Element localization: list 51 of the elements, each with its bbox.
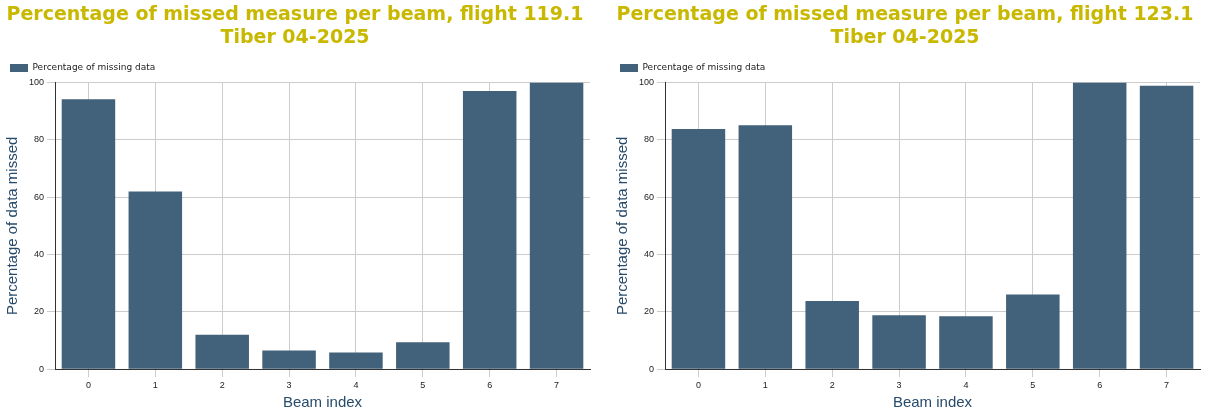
y-tick-label: 80 — [34, 134, 45, 145]
x-tick-label: 1 — [152, 380, 158, 391]
y-tick-label: 0 — [649, 363, 655, 374]
x-tick-label: 2 — [219, 380, 225, 391]
x-axis-title: Beam index — [892, 393, 973, 411]
x-tick-label: 4 — [963, 380, 969, 391]
bar — [61, 99, 116, 369]
x-tick-label: 3 — [896, 380, 902, 391]
y-tick-label: 100 — [28, 77, 45, 88]
y-tick-label: 0 — [39, 363, 45, 374]
x-tick-label: 7 — [1164, 380, 1170, 391]
bar — [1072, 82, 1127, 369]
x-tick-label: 6 — [487, 380, 493, 391]
legend-label: Percentage of missing data — [642, 62, 766, 73]
x-tick-label: 5 — [420, 380, 426, 391]
x-tick-label: 3 — [286, 380, 292, 391]
y-tick-label: 60 — [644, 191, 655, 202]
x-tick-label: 4 — [353, 380, 359, 391]
chart-title: Percentage of missed measure per beam, flight 119.1 Tiber 04-2025 — [6, 2, 584, 48]
x-tick-label: 7 — [554, 380, 560, 391]
bar — [1006, 294, 1060, 369]
bar — [872, 315, 926, 369]
x-tick-label: 0 — [85, 380, 91, 391]
y-tick-label: 20 — [644, 306, 655, 317]
y-axis-title: Percentage of data missed — [3, 136, 21, 316]
bar — [128, 191, 183, 369]
bar — [262, 350, 316, 369]
x-tick-label: 6 — [1097, 380, 1103, 391]
bar — [396, 342, 450, 369]
chart-title: Percentage of missed measure per beam, flight 123.1 Tiber 04-2025 — [616, 2, 1194, 48]
legend-label: Percentage of missing data — [32, 62, 156, 73]
x-tick-label: 2 — [829, 380, 835, 391]
bar — [329, 352, 383, 369]
y-tick-label: 60 — [34, 191, 45, 202]
bar — [738, 125, 793, 369]
y-axis-title: Percentage of data missed — [613, 136, 631, 316]
x-axis-title: Beam index — [282, 393, 363, 411]
y-tick-label: 20 — [34, 306, 45, 317]
bar — [805, 300, 859, 369]
x-tick-label: 5 — [1030, 380, 1036, 391]
bar — [671, 129, 726, 369]
y-tick-label: 40 — [644, 249, 655, 260]
y-tick-label: 100 — [638, 77, 655, 88]
bar — [462, 90, 517, 369]
y-tick-label: 80 — [644, 134, 655, 145]
x-tick-label: 0 — [695, 380, 701, 391]
x-tick-label: 1 — [762, 380, 768, 391]
bar — [195, 334, 249, 369]
bar — [939, 316, 993, 369]
bar — [529, 82, 584, 369]
y-tick-label: 40 — [34, 249, 45, 260]
